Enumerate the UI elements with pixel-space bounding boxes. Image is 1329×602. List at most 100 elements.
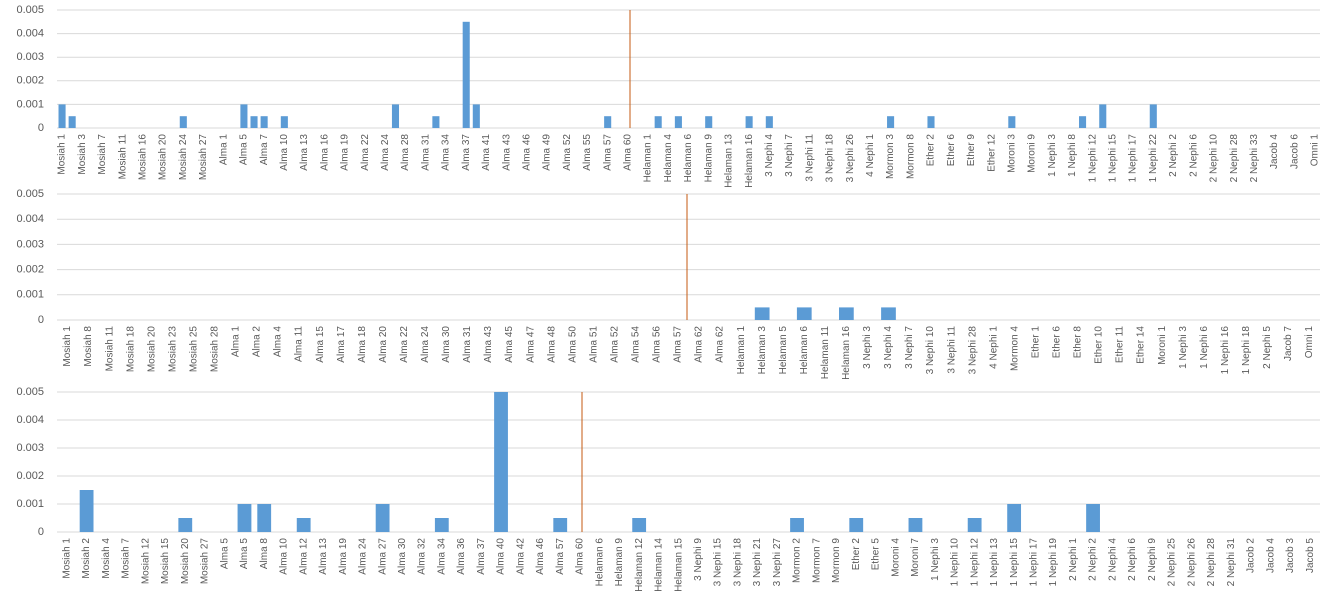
bar xyxy=(967,518,982,532)
x-tick-label: Mosiah 1 xyxy=(62,538,73,579)
x-tick-label: Helaman 4 xyxy=(663,134,674,183)
x-tick-label: Alma 57 xyxy=(673,326,684,363)
x-tick-label: Alma 10 xyxy=(279,538,290,575)
x-tick-label: 3 Nephi 10 xyxy=(925,326,936,375)
y-tick-label: 0.005 xyxy=(16,188,44,200)
x-tick-label: 1 Nephi 8 xyxy=(1067,134,1078,177)
x-tick-label: Mosiah 8 xyxy=(83,326,94,367)
x-tick-label: Jacob 3 xyxy=(1285,538,1296,573)
x-tick-label: Alma 50 xyxy=(567,326,578,363)
x-tick-label: 1 Nephi 17 xyxy=(1028,538,1039,587)
bar xyxy=(745,116,753,128)
x-tick-label: Alma 27 xyxy=(377,538,388,575)
bar xyxy=(179,116,187,128)
x-tick-label: Alma 4 xyxy=(273,326,284,358)
y-tick-label: 0.002 xyxy=(16,470,44,482)
x-tick-label: 2 Nephi 2 xyxy=(1088,538,1099,581)
x-tick-label: Alma 46 xyxy=(521,134,532,171)
x-tick-label: 2 Nephi 4 xyxy=(1107,538,1118,581)
x-tick-label: Mosiah 11 xyxy=(117,134,128,180)
y-tick-label: 0.004 xyxy=(16,28,44,40)
y-tick-label: 0.004 xyxy=(16,414,44,426)
x-tick-label: 2 Nephi 31 xyxy=(1226,538,1237,587)
x-tick-label: 3 Nephi 18 xyxy=(825,134,836,183)
x-tick-label: 1 Nephi 12 xyxy=(969,538,980,587)
x-tick-label: Alma 19 xyxy=(338,538,349,575)
bar xyxy=(887,116,895,128)
x-tick-label: Alma 55 xyxy=(582,134,593,171)
bar xyxy=(927,116,935,128)
x-tick-label: Mormon 4 xyxy=(1009,326,1020,371)
x-tick-label: Ether 6 xyxy=(1052,326,1063,359)
x-tick-label: Alma 56 xyxy=(652,326,663,363)
x-tick-label: Mosiah 2 xyxy=(81,538,92,579)
bar xyxy=(79,490,94,532)
x-tick-label: Alma 13 xyxy=(318,538,329,575)
x-tick-label: Helaman 9 xyxy=(614,538,625,587)
x-tick-label: Mosiah 23 xyxy=(167,326,178,373)
bar xyxy=(472,104,480,128)
x-tick-label: Jacob 6 xyxy=(1289,134,1300,169)
x-tick-label: Alma 46 xyxy=(535,538,546,575)
x-tick-label: Alma 24 xyxy=(380,134,391,171)
x-tick-label: Helaman 15 xyxy=(673,538,684,592)
x-tick-label: Alma 5 xyxy=(219,538,230,570)
x-tick-label: Mosiah 1 xyxy=(62,326,73,367)
x-tick-label: Moroni 1 xyxy=(1157,326,1168,365)
x-tick-label: Alma 45 xyxy=(504,326,515,363)
x-tick-label: 2 Nephi 28 xyxy=(1229,134,1240,183)
x-tick-label: Alma 8 xyxy=(259,538,270,570)
x-tick-label: Alma 2 xyxy=(252,326,263,358)
x-tick-label: Ether 10 xyxy=(1094,326,1105,364)
x-tick-label: 3 Nephi 21 xyxy=(752,538,763,587)
bar xyxy=(881,307,896,320)
x-tick-label: Helaman 6 xyxy=(799,326,810,375)
x-tick-label: Ether 14 xyxy=(1136,326,1147,364)
x-tick-label: 1 Nephi 3 xyxy=(930,538,941,581)
bar xyxy=(280,116,288,128)
bar xyxy=(705,116,713,128)
x-tick-label: 2 Nephi 26 xyxy=(1186,538,1197,587)
x-tick-label: Alma 54 xyxy=(631,326,642,363)
x-tick-label: 3 Nephi 11 xyxy=(946,326,957,374)
x-tick-label: Alma 13 xyxy=(299,134,310,171)
y-tick-label: 0.002 xyxy=(16,264,44,276)
x-tick-label: Helaman 5 xyxy=(778,326,789,375)
x-tick-label: 1 Nephi 3 xyxy=(1047,134,1058,177)
x-tick-label: Helaman 9 xyxy=(703,134,714,183)
x-tick-label: Moroni 7 xyxy=(910,538,921,577)
y-tick-label: 0 xyxy=(38,526,44,538)
x-tick-label: 1 Nephi 13 xyxy=(989,538,1000,587)
x-tick-label: Jacob 5 xyxy=(1305,538,1316,573)
bar xyxy=(839,307,854,320)
x-tick-label: Alma 48 xyxy=(546,326,557,363)
x-tick-label: Jacob 4 xyxy=(1265,538,1276,573)
x-tick-label: 1 Nephi 6 xyxy=(1199,326,1210,369)
x-tick-label: Alma 43 xyxy=(501,134,512,171)
x-tick-label: 2 Nephi 9 xyxy=(1147,538,1158,581)
x-tick-label: Mosiah 7 xyxy=(97,134,108,175)
x-tick-label: Alma 31 xyxy=(420,134,431,171)
x-tick-label: 3 Nephi 26 xyxy=(845,134,856,183)
x-tick-label: Jacob 2 xyxy=(1246,538,1257,573)
bar xyxy=(790,518,804,532)
x-tick-label: Helaman 11 xyxy=(820,326,831,380)
x-tick-label: Alma 28 xyxy=(400,134,411,171)
x-tick-label: Moroni 9 xyxy=(1027,134,1038,173)
x-tick-label: Alma 51 xyxy=(588,326,599,363)
x-tick-label: Helaman 16 xyxy=(744,134,755,188)
x-tick-label: 2 Nephi 6 xyxy=(1188,134,1199,177)
x-tick-label: Ether 6 xyxy=(946,134,957,167)
x-tick-label: 4 Nephi 1 xyxy=(865,134,876,177)
x-tick-label: 3 Nephi 27 xyxy=(772,538,783,587)
x-tick-label: Mosiah 3 xyxy=(77,134,88,175)
x-tick-label: Alma 47 xyxy=(525,326,536,363)
x-tick-label: Alma 34 xyxy=(441,134,452,171)
x-tick-label: Mosiah 7 xyxy=(121,538,132,579)
bar xyxy=(754,307,770,320)
x-tick-label: Alma 60 xyxy=(575,538,586,575)
x-tick-label: 1 Nephi 12 xyxy=(1087,134,1098,183)
bar xyxy=(1099,104,1107,128)
x-tick-label: Helaman 6 xyxy=(594,538,605,587)
